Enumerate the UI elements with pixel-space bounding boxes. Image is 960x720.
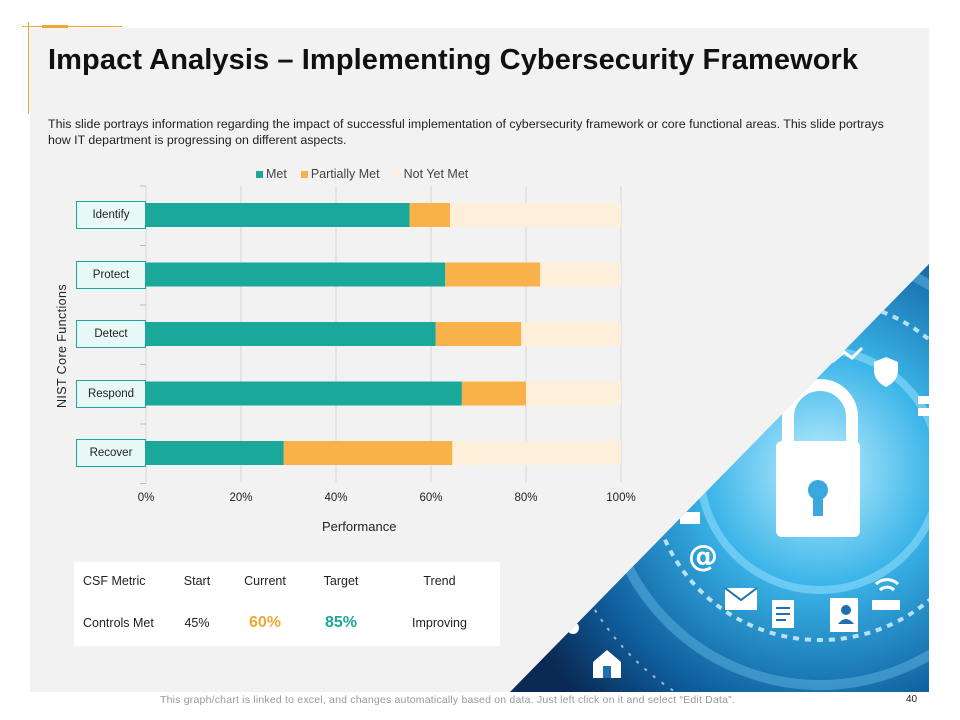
metric-trend-cell: Improving [412, 616, 467, 630]
metric-start-cell: 45% [184, 616, 210, 630]
legend-swatch-not-yet-met [393, 170, 401, 178]
chart-y-axis-label: NIST Core Functions [55, 283, 69, 409]
csf-metrics-table: CSF Metric Start Current Target Trend Co… [74, 562, 500, 646]
accent-line-vertical [28, 22, 29, 114]
legend-item-partially-met: Partially Met [300, 167, 380, 181]
x-tick-label: 40% [324, 492, 348, 504]
bar-identify-partially-met [409, 203, 450, 227]
legend-item-met: Met [256, 167, 287, 181]
bar-respond-met [146, 381, 462, 406]
legend-item-not-yet-met: Not Yet Met [393, 167, 469, 181]
bar-recover-met [146, 441, 284, 465]
accent-bar [42, 25, 68, 28]
legend-label-met: Met [266, 167, 287, 181]
slide-description: This slide portrays information regardin… [48, 117, 884, 147]
bar-respond-partially-met [461, 381, 526, 406]
slide-title: Impact Analysis – Implementing Cybersecu… [48, 44, 859, 76]
x-tick-label: 100% [606, 492, 636, 504]
x-tick-label: 0% [137, 492, 155, 504]
metric-current-cell: 60% [248, 614, 282, 631]
legend-swatch-partially-met [300, 170, 308, 178]
table-row: Controls Met 45% 60% 85% Improving [74, 600, 500, 646]
bar-respond-not-yet-met [526, 381, 621, 406]
footer-note: This graph/chart is linked to excel, and… [160, 694, 735, 706]
bar-detect-partially-met [435, 322, 522, 346]
table-header-cell: Trend [423, 574, 456, 588]
table-header-row: CSF Metric Start Current Target Trend [74, 562, 500, 600]
bar-protect-not-yet-met [540, 262, 621, 287]
bar-recover-partially-met [283, 441, 453, 465]
legend-label-partially-met: Partially Met [310, 167, 380, 181]
chart-legend: Met Partially Met Not Yet Met [256, 167, 468, 181]
x-tick-label: 20% [229, 492, 253, 504]
metric-target-cell: 85% [324, 614, 358, 631]
x-tick-label: 60% [419, 492, 443, 504]
legend-swatch-met [256, 170, 263, 178]
category-label-protect: Protect [76, 260, 146, 289]
legend-label-not-yet-met: Not Yet Met [403, 167, 469, 181]
category-label-detect: Detect [76, 320, 146, 348]
metric-name-cell: Controls Met [83, 616, 154, 630]
table-header-cell: Current [244, 574, 286, 588]
category-label-respond: Respond [76, 379, 146, 408]
x-tick-label: 80% [514, 492, 538, 504]
category-label-identify: Identify [76, 201, 146, 229]
bar-protect-met [146, 262, 446, 287]
table-header-cell: CSF Metric [83, 574, 146, 588]
bar-protect-partially-met [445, 262, 541, 287]
bar-recover-not-yet-met [452, 441, 621, 465]
table-header-cell: Start [183, 574, 211, 588]
page-number: 40 [906, 694, 918, 705]
bar-identify-met [146, 203, 410, 227]
table-header-cell: Target [323, 574, 359, 588]
bar-detect-met [146, 322, 436, 346]
category-label-recover: Recover [76, 439, 146, 467]
bar-identify-not-yet-met [450, 203, 621, 227]
bar-detect-not-yet-met [521, 322, 621, 346]
chart-x-axis-label: Performance [322, 519, 397, 534]
accent-line-horizontal [22, 26, 122, 27]
